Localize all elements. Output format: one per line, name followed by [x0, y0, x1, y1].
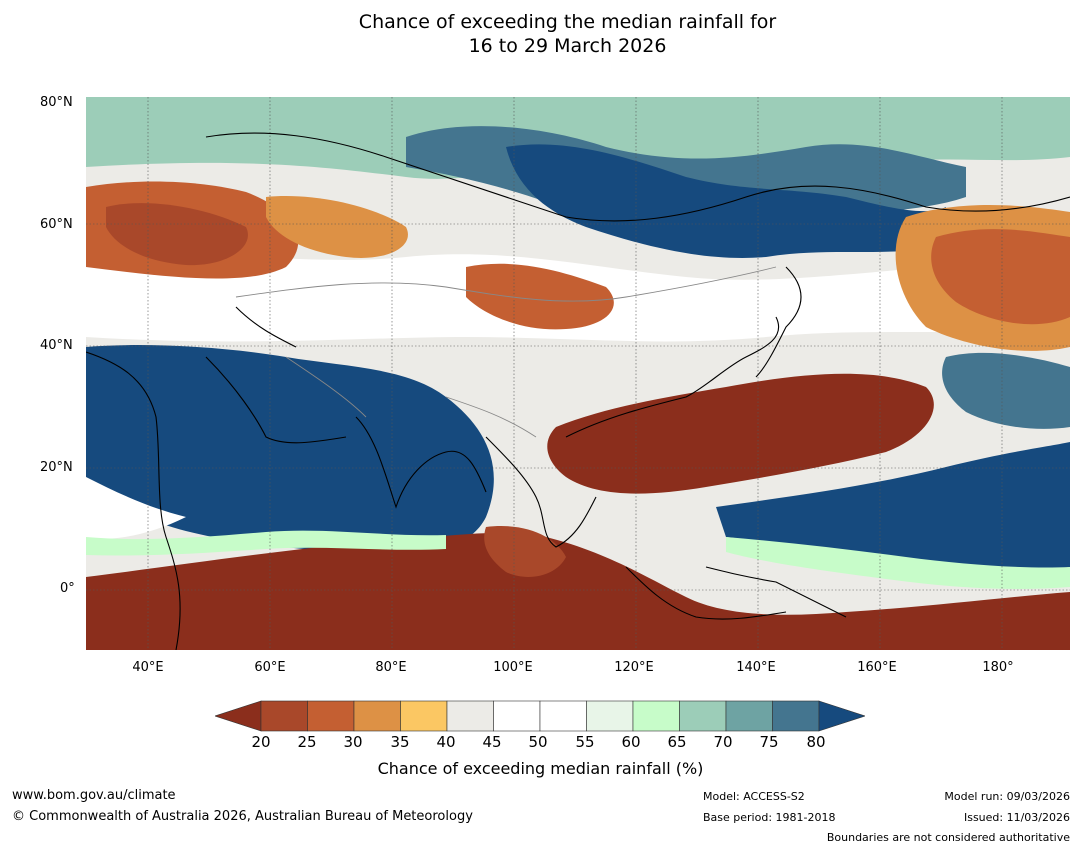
colorbar-cell — [307, 700, 355, 732]
model-run-text: Model run: 09/03/2026 — [944, 790, 1070, 803]
colorbar-cell — [586, 700, 634, 732]
lat-label-80n: 80°N — [40, 95, 73, 110]
region-dry-indochina — [484, 526, 566, 577]
borders — [235, 266, 777, 438]
lon-label-180: 180° — [982, 660, 1014, 675]
lon-label-120e: 120°E — [614, 660, 654, 675]
colorbar-cell — [400, 700, 448, 732]
region-green-edge — [726, 537, 1070, 590]
colorbar-tick: 80 — [806, 733, 826, 751]
lat-label-20n: 20°N — [40, 460, 73, 475]
region-dry-west-core — [106, 203, 248, 266]
colorbar-left-arrow — [215, 700, 262, 732]
title-line-1: Chance of exceeding the median rainfall … — [358, 11, 777, 33]
issued-text: Issued: 11/03/2026 — [963, 811, 1070, 824]
colorbar-tick: 40 — [436, 733, 456, 751]
colorbar-cell — [260, 700, 308, 732]
colorbar-cell — [446, 700, 494, 732]
chart-title: Chance of exceeding the median rainfall … — [0, 10, 1081, 58]
colorbar-cell — [539, 700, 587, 732]
region-dry-pacific-north-core — [931, 229, 1070, 325]
colorbar-cell — [679, 700, 727, 732]
coastlines — [86, 132, 1070, 650]
colorbar-tick: 70 — [713, 733, 733, 751]
lon-label-40e: 40°E — [132, 660, 164, 675]
colorbar-label: Chance of exceeding median rainfall (%) — [377, 759, 704, 778]
model-text: Model: ACCESS-S2 — [703, 790, 805, 803]
rainfall-probability-map — [86, 97, 1070, 650]
region-neutral-sw — [86, 477, 186, 539]
colorbar-tick: 50 — [528, 733, 548, 751]
colorbar-tick: 25 — [297, 733, 317, 751]
lon-label-80e: 80°E — [375, 660, 407, 675]
lon-label-160e: 160°E — [857, 660, 897, 675]
region-wet-india-arabia — [86, 345, 494, 555]
colorbar-cell — [493, 700, 541, 732]
base-period-text: Base period: 1981-2018 — [703, 811, 836, 824]
colorbar-tick: 75 — [759, 733, 779, 751]
region-dry-caspian — [266, 196, 408, 258]
lat-label-0: 0° — [60, 581, 75, 596]
colorbar-tick: 20 — [251, 733, 271, 751]
lon-label-100e: 100°E — [493, 660, 533, 675]
colorbar-cell — [725, 700, 773, 732]
region-wet-pacific-east — [942, 352, 1070, 429]
title-line-2: 16 to 29 March 2026 — [468, 35, 667, 57]
lon-label-140e: 140°E — [736, 660, 776, 675]
colorbar — [215, 700, 865, 732]
graticule — [86, 97, 1070, 650]
colorbar-tick: 45 — [482, 733, 502, 751]
region-dry-mongolia — [466, 263, 614, 330]
colorbar-tick: 60 — [621, 733, 641, 751]
colorbar-tick: 30 — [343, 733, 363, 751]
region-dark-blue-siberia — [506, 144, 946, 258]
colorbar-cells — [260, 700, 820, 732]
region-dry-china — [547, 373, 934, 494]
region-dry-equatorial — [86, 532, 1070, 650]
lat-label-40n: 40°N — [40, 338, 73, 353]
lon-label-60e: 60°E — [254, 660, 286, 675]
colorbar-tick: 65 — [667, 733, 687, 751]
copyright-text: © Commonwealth of Australia 2026, Austra… — [12, 809, 473, 824]
colorbar-tick: 55 — [575, 733, 595, 751]
region-wet-pacific — [716, 442, 1070, 572]
map-canvas — [86, 97, 1070, 650]
colorbar-cell — [632, 700, 680, 732]
lat-label-60n: 60°N — [40, 217, 73, 232]
website-link[interactable]: www.bom.gov.au/climate — [12, 788, 176, 803]
colorbar-right-arrow — [818, 700, 865, 732]
colorbar-cell — [353, 700, 401, 732]
colorbar-tick: 35 — [390, 733, 410, 751]
colorbar-cell — [772, 700, 820, 732]
region-green-edge-west — [86, 530, 446, 556]
disclaimer-text: Boundaries are not considered authoritat… — [826, 831, 1070, 844]
